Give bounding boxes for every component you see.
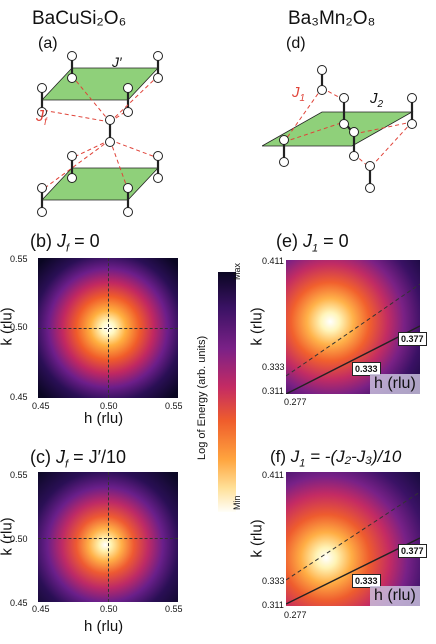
x-axis-label-b: h (rlu): [84, 410, 124, 427]
label-j2: J2: [370, 90, 384, 110]
y-tick-top: 0.55: [10, 254, 28, 264]
badge-0377-e: 0.377: [398, 332, 427, 346]
y-tick-top: 0.55: [10, 470, 28, 480]
y-axis-label-f: k (rlu): [248, 519, 266, 558]
panel-d-tag: (d): [286, 35, 306, 52]
y-tick-mid: 0.333: [262, 576, 285, 586]
y-tick-bottom: 0.311: [262, 600, 284, 610]
y-axis-label-c: k (rlu): [0, 517, 16, 556]
x-tick-left: 0.45: [32, 604, 50, 614]
y-tick-mid: 0.50: [10, 322, 28, 332]
panel-a-tag: (a): [38, 35, 58, 52]
badge-0333-e: 0.333: [352, 362, 381, 376]
y-tick-top: 0.411: [262, 256, 284, 266]
compound-title-left: BaCuSi₂O₆: [32, 8, 127, 29]
x-tick-min: 0.277: [284, 610, 307, 620]
x-axis-label-f: h (rlu): [370, 586, 420, 606]
badge-0333-f: 0.333: [352, 574, 381, 588]
lower-plaquette: [41, 167, 159, 201]
x-axis-label-e: h (rlu): [370, 374, 420, 394]
colorbar-min-label: Min: [232, 495, 242, 510]
y-axis-label-e: k (rlu): [248, 307, 266, 346]
upper-plaquette: [41, 67, 159, 101]
x-tick-mid: 0.50: [100, 604, 118, 614]
panel-b-title: (b) Jf = 0: [30, 231, 100, 255]
dashed-line-f: [286, 491, 420, 605]
label-jprime: J′: [112, 54, 122, 70]
y-tick-bottom: 0.45: [10, 392, 28, 402]
lattice-diagram-a: [37, 51, 163, 217]
panel-f-title: (f) J1 = -(J₂-J₃)/10: [270, 447, 402, 470]
y-tick-top: 0.411: [262, 470, 284, 480]
label-j1: J1: [292, 84, 306, 104]
lattice-diagram-d: [262, 65, 417, 193]
y-tick-bottom: 0.45: [10, 598, 28, 608]
y-tick-mid: 0.333: [262, 362, 285, 372]
panel-c-title: (c) Jf = J′/10: [30, 447, 126, 471]
y-tick-mid: 0.50: [10, 534, 28, 544]
x-tick-right: 0.55: [165, 604, 183, 614]
compound-title-right: Ba₃Mn₂O₈: [288, 8, 376, 29]
panel-e-title: (e) J1 = 0: [276, 231, 349, 255]
x-tick-left: 0.45: [32, 401, 50, 411]
x-tick-min: 0.277: [284, 397, 307, 407]
crosshair-horizontal: [38, 538, 178, 539]
badge-0377-f: 0.377: [398, 544, 427, 558]
y-axis-label-b: k (rlu): [0, 307, 16, 346]
heatmap-b: [38, 258, 178, 398]
label-jf: Jf: [36, 108, 47, 129]
crosshair-horizontal: [38, 328, 178, 329]
x-tick-right: 0.55: [165, 401, 183, 411]
colorbar-max-label: Max: [232, 262, 242, 280]
x-axis-label-c: h (rlu): [84, 618, 124, 635]
colorbar-axis-label: Log of Energy (arb. units): [196, 335, 208, 460]
heatmap-c: [38, 472, 178, 602]
plaquette-d: [262, 111, 414, 147]
dashed-line-e: [286, 283, 420, 394]
x-tick-mid: 0.50: [100, 401, 118, 411]
y-tick-bottom: 0.311: [262, 386, 284, 396]
colorbar: [218, 272, 236, 512]
crosshair-vertical: [108, 472, 109, 602]
